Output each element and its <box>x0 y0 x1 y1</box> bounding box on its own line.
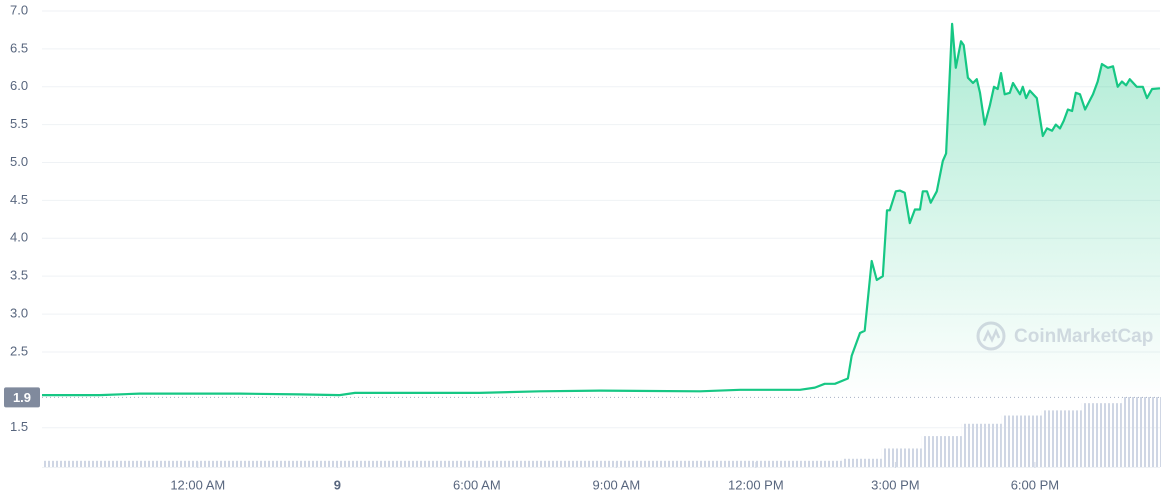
grid <box>42 10 1160 429</box>
plot <box>42 22 1161 466</box>
x-tick-label: 6:00 AM <box>453 477 501 492</box>
y-tick-label: 4.0 <box>10 230 28 245</box>
watermark-logo <box>976 321 1006 351</box>
current-price-box <box>4 387 40 408</box>
y-tick-label: 6.0 <box>10 78 28 93</box>
axes: 1.5 2.5 3.0 3.5 4.0 4.5 5.0 5.5 6.0 6.5 7.0 12:00 A… <box>4 2 1160 492</box>
x-tick-label: 6:00 PM <box>1011 477 1059 492</box>
watermark-logo-mark <box>982 327 1001 343</box>
y-tick-label: 5.0 <box>10 154 28 169</box>
y-tick-label: 3.0 <box>10 306 28 321</box>
price-line <box>42 22 1161 397</box>
y-tick-label: 2.5 <box>10 343 28 358</box>
y-tick-label: 7.0 <box>10 2 28 17</box>
x-tick-label: 9:00 AM <box>592 477 640 492</box>
x-tick-label: 12:00 AM <box>170 477 225 492</box>
y-tick-label: 4.5 <box>10 192 28 207</box>
x-tick-label: 3:00 PM <box>871 477 919 492</box>
watermark: CoinMarketCap <box>976 321 1153 351</box>
price-area <box>42 23 1160 466</box>
y-tick-label: 5.5 <box>10 116 28 131</box>
y-tick-label: 6.5 <box>10 40 28 55</box>
y-tick-label: 3.5 <box>10 268 28 283</box>
y-tick-label: 1.5 <box>10 419 28 434</box>
x-tick-label: 12:00 PM <box>728 477 784 492</box>
x-tick-label: 9 <box>334 477 341 492</box>
current-price-label: 1.9 <box>13 390 31 405</box>
watermark-text: CoinMarketCap <box>1014 326 1153 347</box>
